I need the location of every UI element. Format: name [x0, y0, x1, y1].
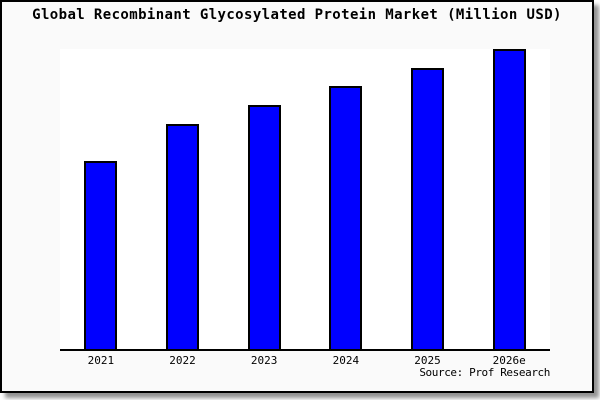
bars-container	[60, 49, 550, 349]
bar-2024	[329, 86, 363, 349]
x-tick-label-2024: 2024	[332, 354, 360, 367]
plot-area	[60, 49, 550, 351]
bar-2026e	[492, 49, 526, 349]
bar-2025	[411, 68, 444, 349]
x-tick-label-2022: 2022	[169, 354, 196, 367]
chart-card: Global Recombinant Glycosylated Protein …	[0, 0, 594, 393]
chart-title: Global Recombinant Glycosylated Protein …	[32, 7, 562, 23]
bar-2021	[84, 161, 118, 349]
x-tick-label-2021: 2021	[87, 354, 115, 367]
bar-2022	[166, 124, 199, 349]
bar-2023	[247, 105, 281, 349]
x-tick-label-2023: 2023	[250, 354, 278, 367]
source-note: Source: Prof Research	[419, 366, 550, 379]
